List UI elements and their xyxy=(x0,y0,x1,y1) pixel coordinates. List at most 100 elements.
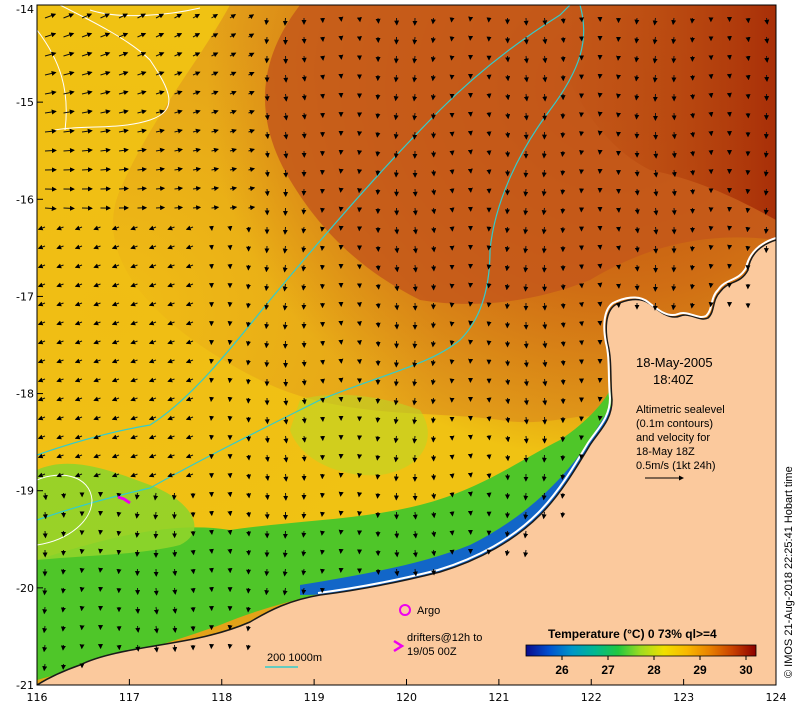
velocity-vector xyxy=(185,472,194,478)
velocity-vector xyxy=(192,52,201,57)
green-coastal-band xyxy=(37,390,625,680)
velocity-vector xyxy=(301,112,307,120)
colorbar-tick-label: 27 xyxy=(601,663,615,677)
velocity-vector xyxy=(412,283,418,292)
velocity-vector xyxy=(137,166,147,172)
velocity-vector xyxy=(37,320,46,326)
velocity-vector xyxy=(523,55,529,64)
velocity-vector xyxy=(301,264,307,272)
velocity-vector xyxy=(211,186,220,192)
velocity-vector xyxy=(42,663,48,672)
lat-tick-label: -19 xyxy=(16,485,34,498)
velocity-vector xyxy=(81,13,93,19)
velocity-vector xyxy=(174,71,183,76)
velocity-vector xyxy=(282,264,288,273)
velocity-vector xyxy=(100,90,111,96)
velocity-vector xyxy=(130,453,138,459)
velocity-vector xyxy=(56,377,64,383)
velocity-vector xyxy=(412,530,418,539)
velocity-vector xyxy=(375,112,381,119)
velocity-vector xyxy=(763,169,769,177)
velocity-vector xyxy=(393,150,399,159)
velocity-vector xyxy=(134,492,140,500)
velocity-vector xyxy=(283,473,289,482)
velocity-vector xyxy=(74,244,83,250)
velocity-vector xyxy=(264,568,270,577)
velocity-vector xyxy=(393,416,399,425)
velocity-vector xyxy=(652,17,658,26)
velocity-vector xyxy=(505,378,511,386)
velocity-vector xyxy=(431,207,437,215)
velocity-vector xyxy=(431,188,437,196)
velocity-vector xyxy=(246,530,252,537)
velocity-vector xyxy=(81,90,93,96)
velocity-vector xyxy=(248,90,255,96)
velocity-vector xyxy=(172,568,178,577)
velocity-vector xyxy=(153,511,159,520)
velocity-vector xyxy=(764,55,770,63)
velocity-vector xyxy=(708,111,714,118)
velocity-vector xyxy=(63,70,75,76)
velocity-vector xyxy=(167,320,175,326)
velocity-vector xyxy=(282,321,288,330)
land-mass xyxy=(37,240,776,685)
velocity-vector xyxy=(505,93,511,101)
velocity-vector xyxy=(689,17,695,24)
velocity-vector xyxy=(560,340,566,347)
argo-label: Argo xyxy=(417,605,440,617)
lat-tick-label: -14 xyxy=(16,3,34,16)
velocity-vector xyxy=(137,32,147,38)
colorbar-tick-label: 28 xyxy=(647,663,661,677)
velocity-vector xyxy=(93,396,101,402)
velocity-vector xyxy=(42,625,48,634)
velocity-vector xyxy=(505,55,511,63)
velocity-vector xyxy=(523,549,529,558)
velocity-vector xyxy=(264,131,270,140)
velocity-vector xyxy=(283,150,289,159)
velocity-vector xyxy=(375,340,381,347)
lat-tick-label: -21 xyxy=(16,679,34,692)
velocity-vector xyxy=(505,74,511,82)
velocity-vector xyxy=(283,74,289,83)
velocity-vector xyxy=(412,245,418,254)
velocity-vector xyxy=(523,207,529,216)
velocity-vector xyxy=(74,396,83,402)
velocity-vector xyxy=(100,13,111,19)
velocity-vector xyxy=(42,511,48,520)
velocity-vector xyxy=(671,188,677,197)
velocity-vector xyxy=(394,245,400,254)
lon-tick-label: 121 xyxy=(488,691,509,704)
velocity-vector xyxy=(375,492,381,499)
velocity-vector xyxy=(167,358,175,364)
velocity-vector xyxy=(134,549,140,557)
velocity-vector xyxy=(93,282,101,288)
velocity-vector xyxy=(431,245,437,253)
velocity-vector xyxy=(56,301,64,307)
velocity-vector xyxy=(190,568,196,575)
velocity-vector xyxy=(282,17,288,26)
velocity-vector xyxy=(301,245,307,253)
velocity-vector xyxy=(764,36,770,44)
velocity-vector xyxy=(393,378,399,387)
velocity-vector xyxy=(63,109,75,115)
velocity-vector xyxy=(356,16,362,23)
velocity-vector xyxy=(486,264,492,270)
velocity-vector xyxy=(155,128,165,134)
velocity-vector xyxy=(44,148,57,154)
velocity-vector xyxy=(560,36,566,43)
isobath-1000m xyxy=(37,5,571,456)
velocity-vector xyxy=(211,52,219,58)
velocity-vector xyxy=(542,36,548,45)
velocity-vector xyxy=(229,52,237,58)
velocity-vector xyxy=(63,32,75,38)
velocity-vector xyxy=(394,321,400,330)
velocity-vector xyxy=(148,453,157,459)
velocity-vector xyxy=(412,55,418,64)
velocity-vector xyxy=(690,112,696,119)
velocity-vector xyxy=(172,625,178,633)
velocity-vector xyxy=(93,453,101,459)
velocity-vector xyxy=(394,226,400,235)
velocity-vector xyxy=(430,36,436,44)
velocity-vector xyxy=(634,74,640,82)
velocity-vector xyxy=(248,110,255,115)
